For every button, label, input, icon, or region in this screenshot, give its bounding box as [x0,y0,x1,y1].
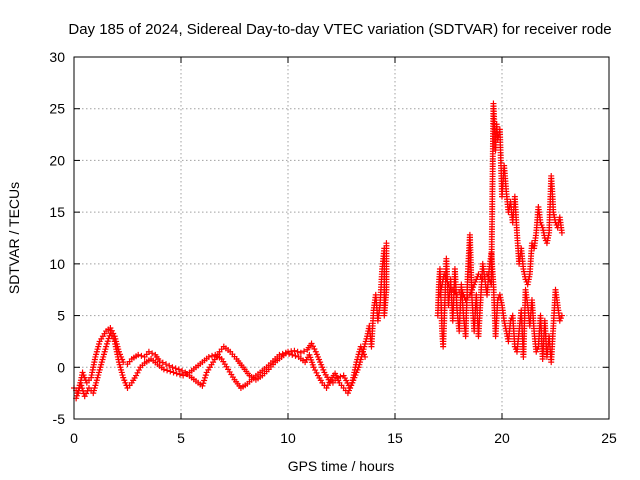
data-series [436,100,565,304]
data-point-interp [104,338,111,345]
data-point [77,379,84,386]
data-point-interp [135,367,142,374]
data-point [205,353,212,360]
y-tick-label: 10 [49,256,65,272]
data-series [73,330,369,402]
y-tick-label: 25 [49,101,65,117]
data-point [558,312,565,319]
data-point [276,351,283,358]
data-point-interp [292,352,299,359]
plot-frame [73,56,610,420]
x-axis-label: GPS time / hours [288,458,395,474]
data-point-interp [164,367,171,374]
chart-title: Day 185 of 2024, Sidereal Day-to-day VTE… [68,21,611,38]
data-point-interp [179,367,186,374]
data-point [297,349,304,356]
y-tick-label: 0 [57,359,65,375]
data-point-interp [79,385,86,392]
data-point [291,347,298,354]
data-point [135,351,142,358]
data-point-interp [326,379,333,386]
data-point-interp [209,352,216,359]
y-tick-label: 5 [57,308,65,324]
data-point [169,364,176,371]
data-point-interp [201,374,208,381]
data-point-interp [138,352,145,359]
data-point-interp [159,359,166,366]
data-point-interp [134,369,141,376]
data-series [434,231,565,366]
data-points [71,100,565,402]
data-point-interp [200,380,207,387]
data-point-interp [301,348,308,355]
data-point-interp [166,362,173,369]
data-point-interp [149,350,156,357]
data-point-interp [312,367,319,374]
data-point-interp [337,373,344,380]
data-point [145,348,152,355]
data-point-interp [201,377,208,384]
x-tick-label: 25 [601,430,617,446]
data-point-interp [294,348,301,355]
data-point-interp [286,350,293,357]
data-point-interp [279,350,286,357]
data-point [199,382,206,389]
data-point [383,240,390,247]
y-tick-label: 15 [49,204,65,220]
data-point-interp [172,365,179,372]
y-tick-label: 20 [49,152,65,168]
x-tick-label: 15 [387,430,403,446]
data-point [175,366,182,373]
data-point-interp [183,371,190,378]
data-point [558,229,565,236]
data-point-interp [176,371,183,378]
data-point-interp [103,340,110,347]
data-point-interp [313,369,320,376]
data-point-interp [78,382,85,389]
data-point-interp [309,343,316,350]
data-point-interp [311,346,318,353]
data-point [289,351,296,358]
data-point [173,370,180,377]
data-point [167,368,174,375]
x-tick-label: 0 [70,430,78,446]
data-point [362,353,369,360]
data-point [180,372,187,379]
y-axis-label: SDTVAR / TECUs [6,182,22,294]
data-point [163,361,170,368]
data-point-interp [170,369,177,376]
y-tick-label: -5 [53,411,66,427]
grid [74,57,609,419]
data-point [160,366,167,373]
x-tick-label: 10 [280,430,296,446]
y-tick-label: 30 [49,49,65,65]
data-point [282,349,289,356]
data-point-interp [202,372,209,379]
x-tick-label: 5 [177,430,185,446]
data-point [103,343,110,350]
x-tick-label: 20 [494,430,510,446]
